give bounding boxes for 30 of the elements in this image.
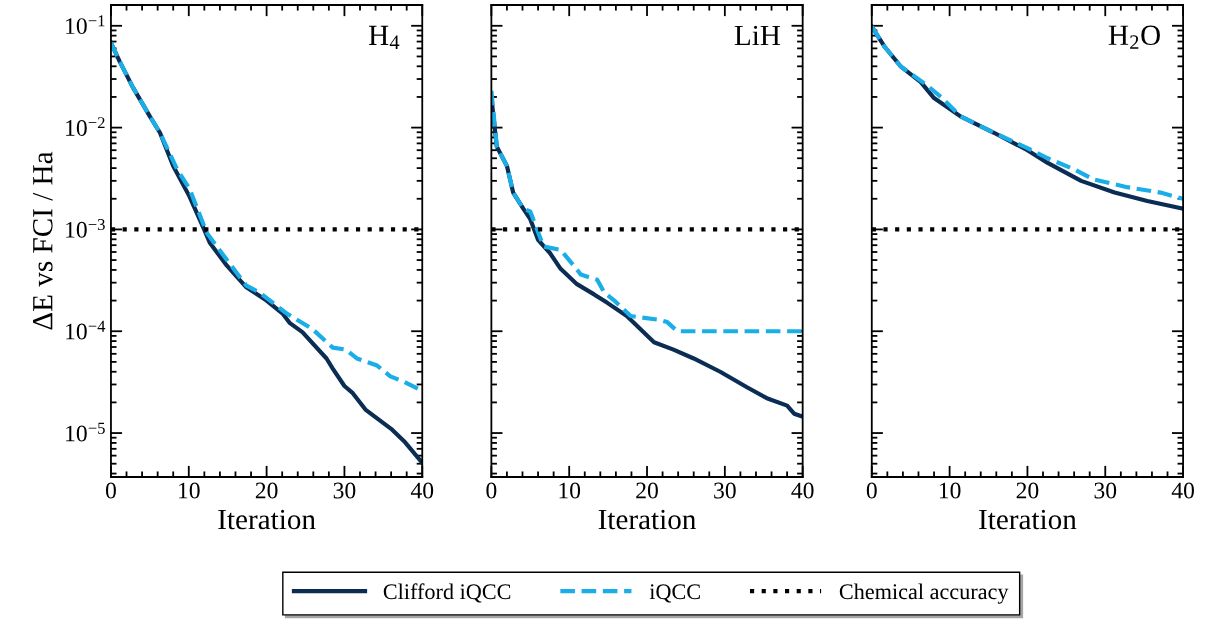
x-tick-label: 40	[410, 482, 434, 499]
x-tick-label: 20	[1016, 482, 1039, 499]
legend-label: Clifford iQCC	[383, 583, 511, 603]
y-tick-label: 10$^{−5}$	[66, 422, 105, 442]
x-tick-label: 30	[1094, 482, 1117, 499]
x-tick-label: 10	[179, 482, 200, 499]
y-axis-title: ΔE vs FCI / Ha	[32, 151, 53, 330]
x-tick-label: 0	[105, 482, 116, 499]
x-tick-label: 30	[714, 482, 736, 499]
x-tick-label: 20	[636, 482, 658, 499]
y-tick-label: 10$^{−3}$	[66, 218, 105, 238]
x-tick-label: 40	[791, 482, 814, 499]
legend-label: iQCC	[649, 584, 700, 603]
x-tick-label: 20	[255, 482, 278, 499]
x-tick-label: 0	[486, 482, 497, 499]
x-axis-title: Iteration	[218, 509, 316, 530]
x-axis-title: Iteration	[979, 509, 1077, 530]
y-tick-label: 10$^{−4}$	[66, 320, 106, 340]
text: H$_{4}$	[368, 25, 400, 49]
legend-label: Chemical accuracy	[839, 583, 1009, 604]
y-tick-label: 10$^{−2}$	[66, 117, 105, 136]
x-tick-label: 10	[559, 482, 581, 499]
x-tick-label: 0	[866, 482, 877, 499]
y-tick-label: 10$^{−1}$	[66, 15, 105, 35]
text: H$_{2}$O	[1108, 25, 1160, 49]
text: LiH	[734, 25, 781, 46]
x-tick-label: 40	[1171, 482, 1194, 499]
x-tick-label: 10	[939, 482, 961, 499]
x-tick-label: 30	[333, 482, 356, 499]
x-axis-title: Iteration	[598, 509, 696, 530]
